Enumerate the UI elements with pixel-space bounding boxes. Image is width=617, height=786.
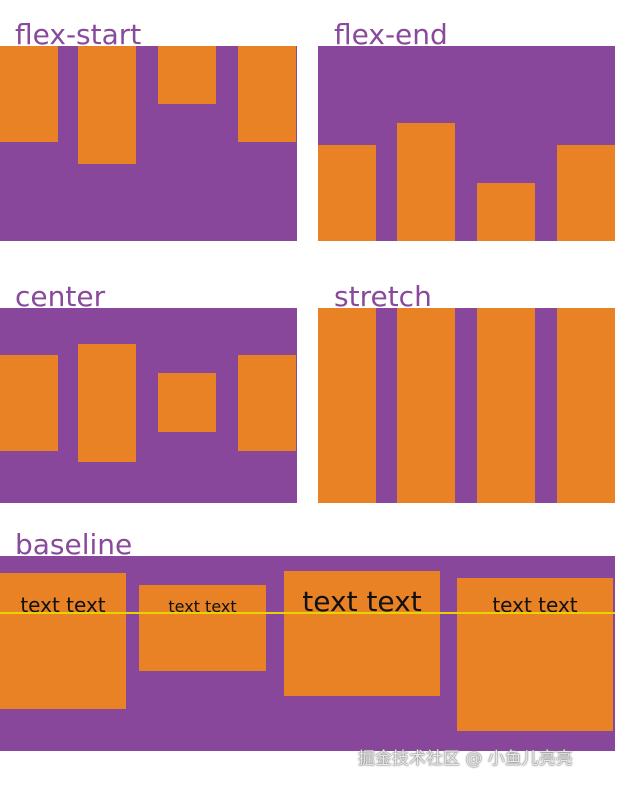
baseline-line (0, 612, 615, 614)
label: flex-start (15, 18, 142, 51)
watermark: 掘金技术社区 @ 小鱼儿亮亮 (358, 749, 573, 769)
box: text text (139, 585, 266, 671)
box-text: text text (168, 597, 237, 616)
box: text text (0, 573, 126, 709)
box (238, 355, 296, 451)
box (318, 308, 376, 503)
box (0, 46, 58, 142)
box (477, 308, 535, 503)
label: flex-end (334, 18, 448, 51)
box (78, 344, 136, 462)
box: text text (284, 571, 440, 696)
box (397, 308, 455, 503)
container (318, 46, 615, 241)
box (318, 145, 376, 241)
container (0, 46, 297, 241)
box (397, 123, 455, 241)
label: center (15, 280, 106, 313)
box (78, 46, 136, 164)
box (557, 308, 615, 503)
box (238, 46, 296, 142)
box: text text (457, 578, 613, 731)
label: baseline (15, 528, 133, 561)
container (318, 308, 615, 503)
box (557, 145, 615, 241)
box (158, 373, 216, 432)
container (0, 308, 297, 503)
container: text text text text text text text text (0, 556, 615, 751)
box (0, 355, 58, 451)
label: stretch (334, 280, 432, 313)
box (477, 183, 535, 241)
box (158, 46, 216, 104)
